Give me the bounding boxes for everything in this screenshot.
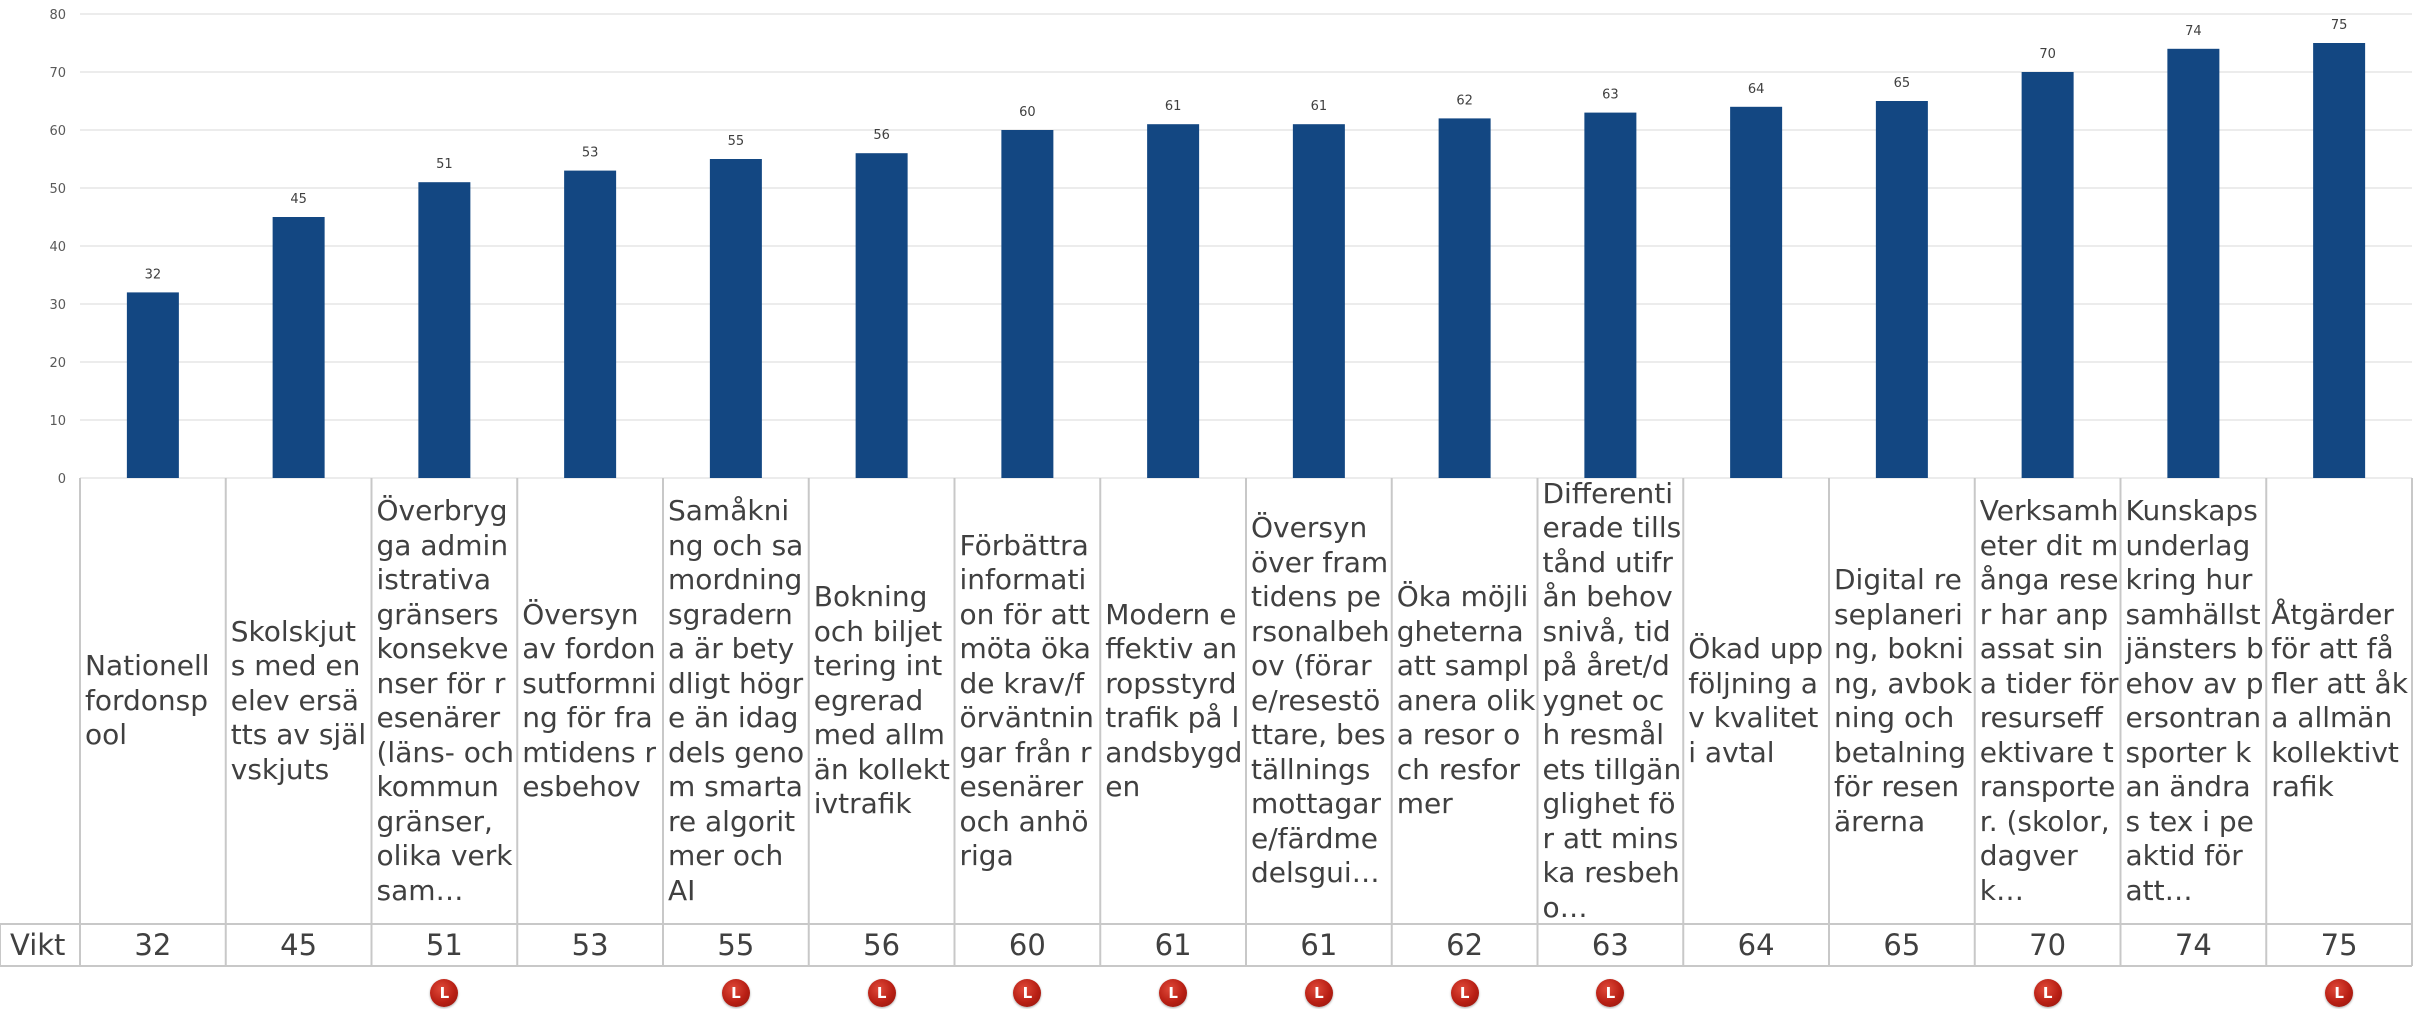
y-tick-label: 20 (49, 356, 66, 371)
bar (855, 153, 908, 478)
bar (1001, 130, 1054, 478)
bar (1438, 118, 1491, 479)
bar (709, 159, 762, 478)
y-tick-label: 60 (49, 124, 66, 139)
data-label: 62 (1456, 93, 1473, 108)
data-label: 74 (2185, 24, 2202, 39)
bar (2167, 48, 2220, 479)
bar (272, 217, 325, 478)
data-table-lines (0, 478, 2413, 967)
bar (418, 182, 471, 478)
data-label: 32 (145, 267, 162, 282)
bar (1730, 106, 1783, 479)
bar (126, 292, 179, 478)
bar (1147, 124, 1200, 478)
bar (564, 170, 617, 478)
data-label: 65 (1894, 76, 1911, 91)
data-label: 63 (1602, 88, 1619, 103)
data-label: 60 (1019, 105, 1036, 120)
bars (126, 43, 2366, 479)
data-label: 61 (1165, 99, 1182, 114)
y-tick-label: 40 (49, 240, 66, 255)
data-label: 75 (2331, 18, 2348, 33)
y-tick-label: 10 (49, 414, 66, 429)
data-label: 56 (873, 128, 890, 143)
y-tick-label: 80 (49, 8, 66, 23)
data-label: 61 (1311, 99, 1328, 114)
data-label: 53 (582, 146, 599, 161)
y-tick-label: 30 (49, 298, 66, 313)
data-label: 55 (728, 134, 745, 149)
bar (1292, 124, 1345, 478)
data-label: 51 (436, 157, 453, 172)
bar (2313, 43, 2366, 478)
bar (2021, 72, 2074, 478)
y-tick-label: 0 (58, 472, 66, 487)
y-tick-label: 70 (49, 66, 66, 81)
y-tick-label: 50 (49, 182, 66, 197)
y-axis-ticks: 0 10 20 30 40 50 60 70 80 (49, 8, 66, 487)
data-label: 64 (1748, 82, 1765, 97)
data-label: 70 (2039, 47, 2056, 62)
bar (1875, 101, 1928, 478)
bar (1584, 112, 1637, 478)
data-labels: 32 45 51 53 55 56 60 61 61 62 63 64 65 70 74 75 (145, 18, 2348, 282)
data-label: 45 (290, 192, 307, 207)
